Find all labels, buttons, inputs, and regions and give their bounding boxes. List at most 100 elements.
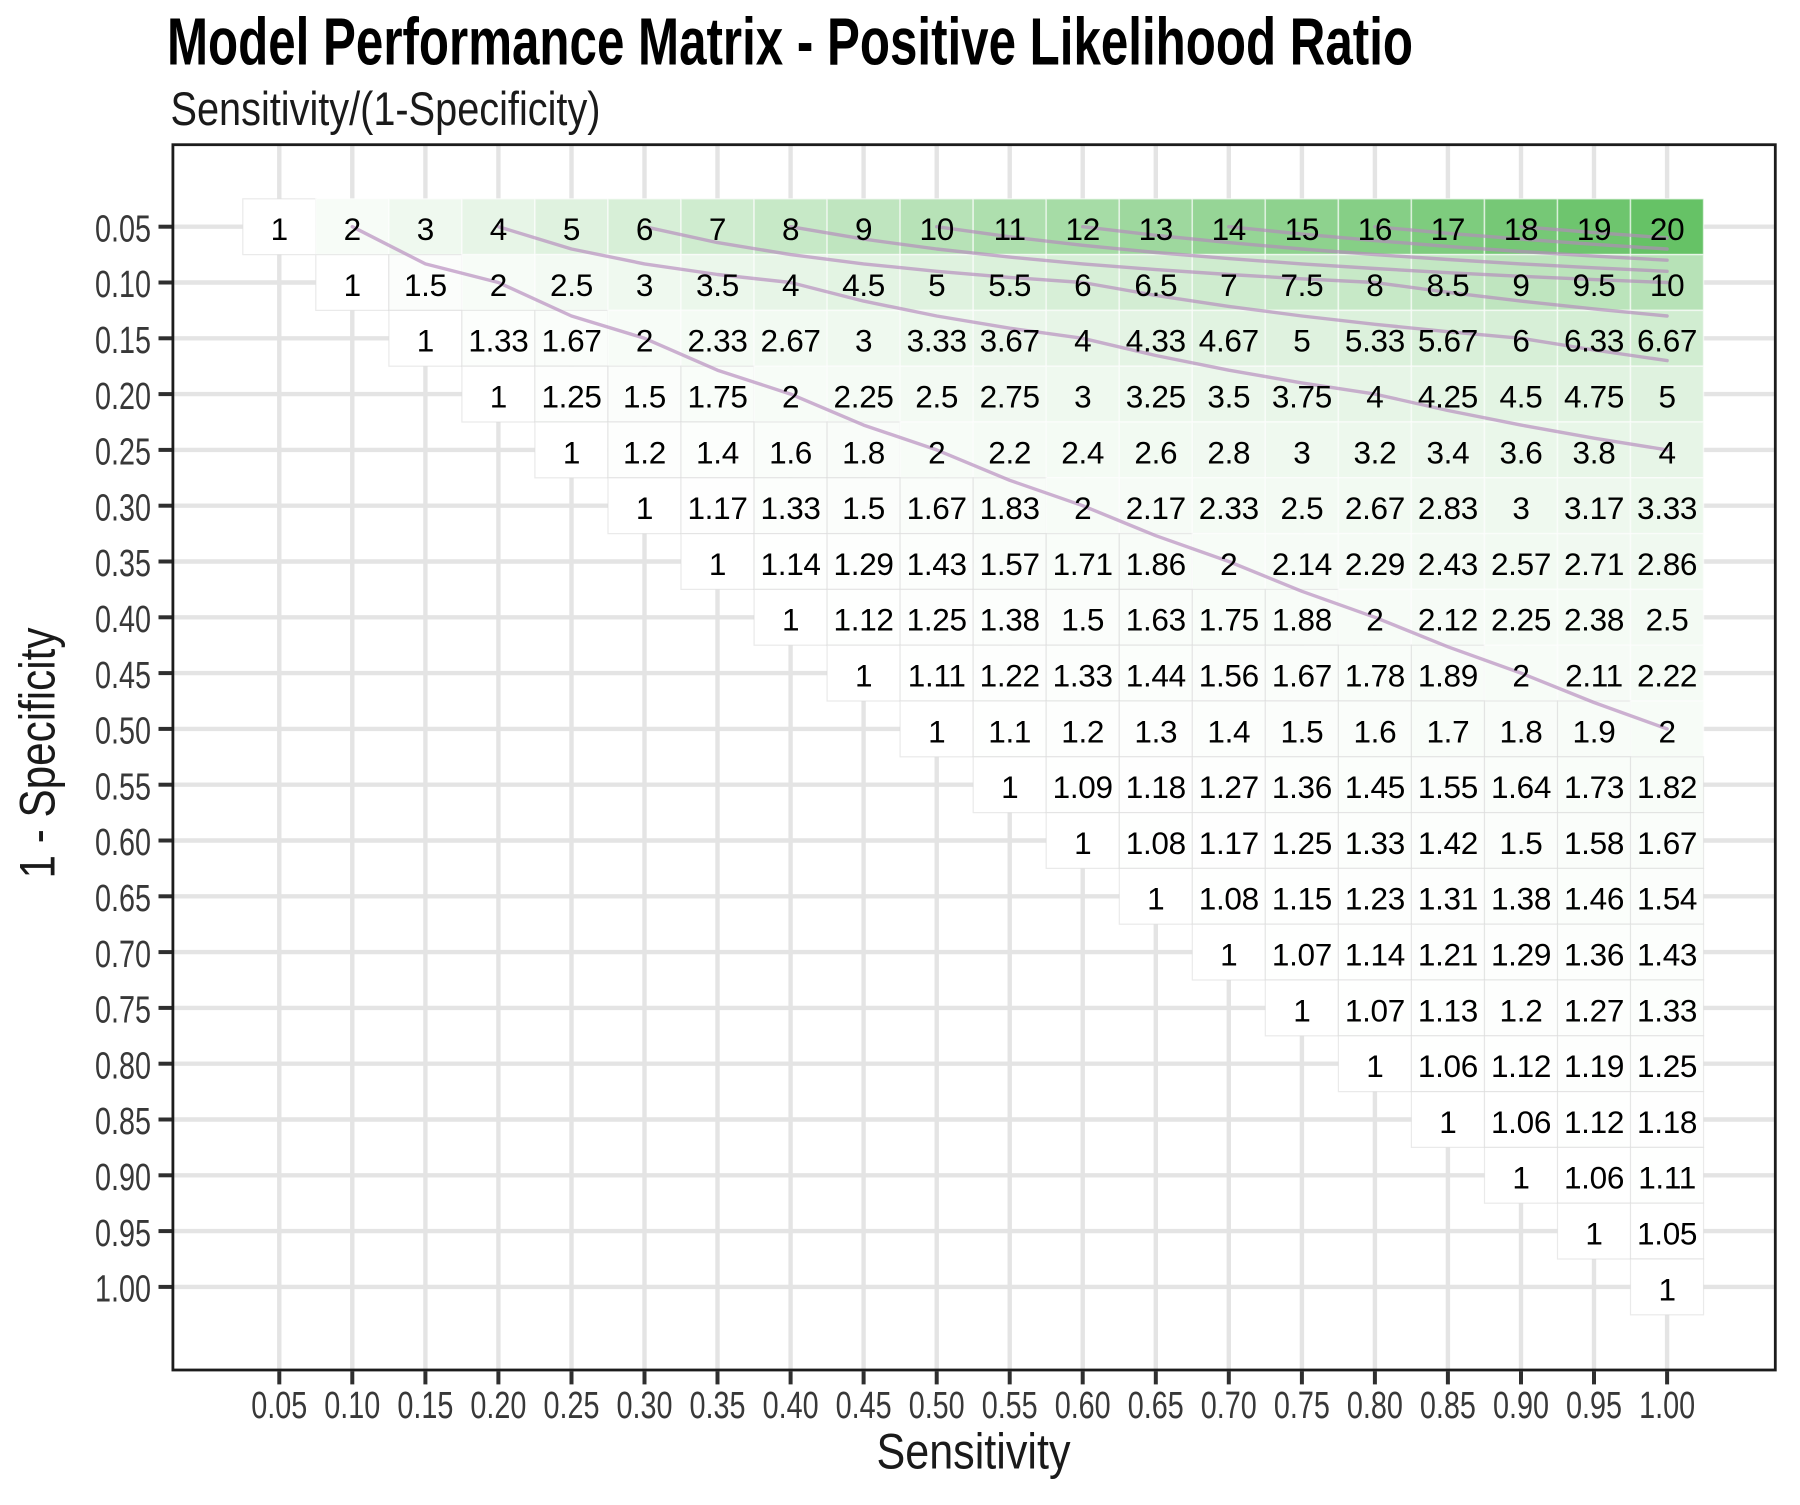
svg-text:0.75: 0.75 bbox=[1274, 1385, 1330, 1427]
svg-text:16: 16 bbox=[1358, 211, 1392, 247]
svg-text:1.08: 1.08 bbox=[1126, 825, 1186, 861]
svg-text:2: 2 bbox=[782, 379, 799, 415]
svg-text:6: 6 bbox=[636, 211, 653, 247]
svg-text:1.75: 1.75 bbox=[1199, 602, 1259, 638]
svg-text:1.4: 1.4 bbox=[696, 434, 739, 470]
svg-text:3.5: 3.5 bbox=[696, 267, 739, 303]
svg-text:4: 4 bbox=[782, 267, 799, 303]
svg-text:Sensitivity: Sensitivity bbox=[877, 1423, 1071, 1479]
svg-text:1.64: 1.64 bbox=[1491, 769, 1551, 805]
svg-text:1.44: 1.44 bbox=[1126, 658, 1186, 694]
svg-text:0.80: 0.80 bbox=[1347, 1385, 1403, 1427]
svg-text:4: 4 bbox=[490, 211, 507, 247]
svg-text:4.25: 4.25 bbox=[1418, 379, 1478, 415]
svg-text:0.60: 0.60 bbox=[1055, 1385, 1111, 1427]
svg-text:8: 8 bbox=[1366, 267, 1383, 303]
svg-text:2.6: 2.6 bbox=[1134, 434, 1177, 470]
svg-text:2: 2 bbox=[1074, 490, 1091, 526]
svg-text:1.06: 1.06 bbox=[1491, 1104, 1551, 1140]
svg-text:3.4: 3.4 bbox=[1426, 434, 1469, 470]
svg-text:4.5: 4.5 bbox=[842, 267, 885, 303]
svg-text:1.19: 1.19 bbox=[1564, 1048, 1624, 1084]
svg-text:0.15: 0.15 bbox=[397, 1385, 453, 1427]
svg-text:11: 11 bbox=[994, 211, 1026, 247]
svg-text:1: 1 bbox=[1658, 1271, 1675, 1307]
svg-text:0.25: 0.25 bbox=[95, 432, 151, 474]
svg-text:1.22: 1.22 bbox=[980, 658, 1040, 694]
svg-text:20: 20 bbox=[1650, 211, 1684, 247]
svg-text:0.35: 0.35 bbox=[690, 1385, 746, 1427]
svg-text:1.17: 1.17 bbox=[687, 490, 747, 526]
svg-text:8.5: 8.5 bbox=[1426, 267, 1469, 303]
svg-text:1.00: 1.00 bbox=[95, 1269, 151, 1311]
svg-text:3.6: 3.6 bbox=[1500, 434, 1543, 470]
svg-text:3.2: 3.2 bbox=[1353, 434, 1396, 470]
svg-text:2.2: 2.2 bbox=[988, 434, 1031, 470]
svg-text:0.25: 0.25 bbox=[544, 1385, 600, 1427]
svg-text:10: 10 bbox=[1650, 267, 1684, 303]
svg-text:1.33: 1.33 bbox=[1345, 825, 1405, 861]
svg-text:0.65: 0.65 bbox=[95, 878, 151, 920]
svg-text:1.6: 1.6 bbox=[1353, 713, 1396, 749]
svg-text:1.67: 1.67 bbox=[907, 490, 967, 526]
svg-text:1.89: 1.89 bbox=[1418, 658, 1478, 694]
svg-text:5: 5 bbox=[928, 267, 945, 303]
svg-text:1.78: 1.78 bbox=[1345, 658, 1405, 694]
svg-text:1.25: 1.25 bbox=[1637, 1048, 1697, 1084]
svg-text:0.80: 0.80 bbox=[95, 1045, 151, 1087]
svg-text:1.5: 1.5 bbox=[404, 267, 447, 303]
svg-text:2.12: 2.12 bbox=[1418, 602, 1478, 638]
svg-text:1.1: 1.1 bbox=[988, 713, 1031, 749]
svg-text:1.38: 1.38 bbox=[980, 602, 1040, 638]
svg-text:1.5: 1.5 bbox=[1061, 602, 1104, 638]
svg-text:Model Performance Matrix - Pos: Model Performance Matrix - Positive Like… bbox=[167, 5, 1413, 80]
svg-text:9: 9 bbox=[1512, 267, 1529, 303]
svg-text:0.75: 0.75 bbox=[95, 990, 151, 1032]
svg-text:1.8: 1.8 bbox=[842, 434, 885, 470]
svg-text:15: 15 bbox=[1285, 211, 1319, 247]
svg-text:1.71: 1.71 bbox=[1053, 546, 1113, 582]
svg-text:2.67: 2.67 bbox=[761, 323, 821, 359]
svg-text:1: 1 bbox=[490, 379, 507, 415]
svg-text:2.57: 2.57 bbox=[1491, 546, 1551, 582]
svg-text:1.21: 1.21 bbox=[1418, 937, 1478, 973]
svg-text:1.4: 1.4 bbox=[1207, 713, 1250, 749]
svg-text:1.67: 1.67 bbox=[1637, 825, 1697, 861]
svg-text:1: 1 bbox=[1585, 1216, 1602, 1252]
svg-text:0.90: 0.90 bbox=[95, 1157, 151, 1199]
svg-text:1: 1 bbox=[1293, 992, 1310, 1028]
svg-text:1: 1 bbox=[563, 434, 580, 470]
svg-text:1: 1 bbox=[782, 602, 799, 638]
svg-text:0.85: 0.85 bbox=[1420, 1385, 1476, 1427]
svg-text:1.6: 1.6 bbox=[769, 434, 812, 470]
svg-text:18: 18 bbox=[1504, 211, 1538, 247]
svg-text:1: 1 bbox=[271, 211, 288, 247]
svg-text:1: 1 bbox=[1074, 825, 1091, 861]
svg-text:1.2: 1.2 bbox=[1500, 992, 1543, 1028]
svg-text:1.9: 1.9 bbox=[1573, 713, 1616, 749]
svg-text:1: 1 bbox=[1439, 1104, 1456, 1140]
svg-text:0.70: 0.70 bbox=[95, 934, 151, 976]
svg-text:12: 12 bbox=[1065, 211, 1099, 247]
svg-text:2.86: 2.86 bbox=[1637, 546, 1697, 582]
svg-text:0.45: 0.45 bbox=[95, 655, 151, 697]
svg-text:1.83: 1.83 bbox=[980, 490, 1040, 526]
svg-text:1.3: 1.3 bbox=[1134, 713, 1177, 749]
svg-text:Sensitivity/(1-Specificity): Sensitivity/(1-Specificity) bbox=[171, 82, 601, 135]
svg-text:1.8: 1.8 bbox=[1500, 713, 1543, 749]
svg-text:1: 1 bbox=[855, 658, 872, 694]
svg-text:1.06: 1.06 bbox=[1418, 1048, 1478, 1084]
svg-text:0.90: 0.90 bbox=[1493, 1385, 1549, 1427]
svg-text:1.33: 1.33 bbox=[1637, 992, 1697, 1028]
svg-text:1.05: 1.05 bbox=[1637, 1216, 1697, 1252]
svg-text:1: 1 bbox=[417, 323, 434, 359]
svg-text:4: 4 bbox=[1074, 323, 1091, 359]
svg-text:1: 1 bbox=[636, 490, 653, 526]
svg-text:1.5: 1.5 bbox=[1500, 825, 1543, 861]
svg-text:0.40: 0.40 bbox=[95, 599, 151, 641]
svg-text:2: 2 bbox=[490, 267, 507, 303]
svg-text:2.5: 2.5 bbox=[550, 267, 593, 303]
svg-text:0.50: 0.50 bbox=[95, 711, 151, 753]
svg-text:1: 1 bbox=[1147, 881, 1164, 917]
svg-text:1: 1 bbox=[1366, 1048, 1383, 1084]
